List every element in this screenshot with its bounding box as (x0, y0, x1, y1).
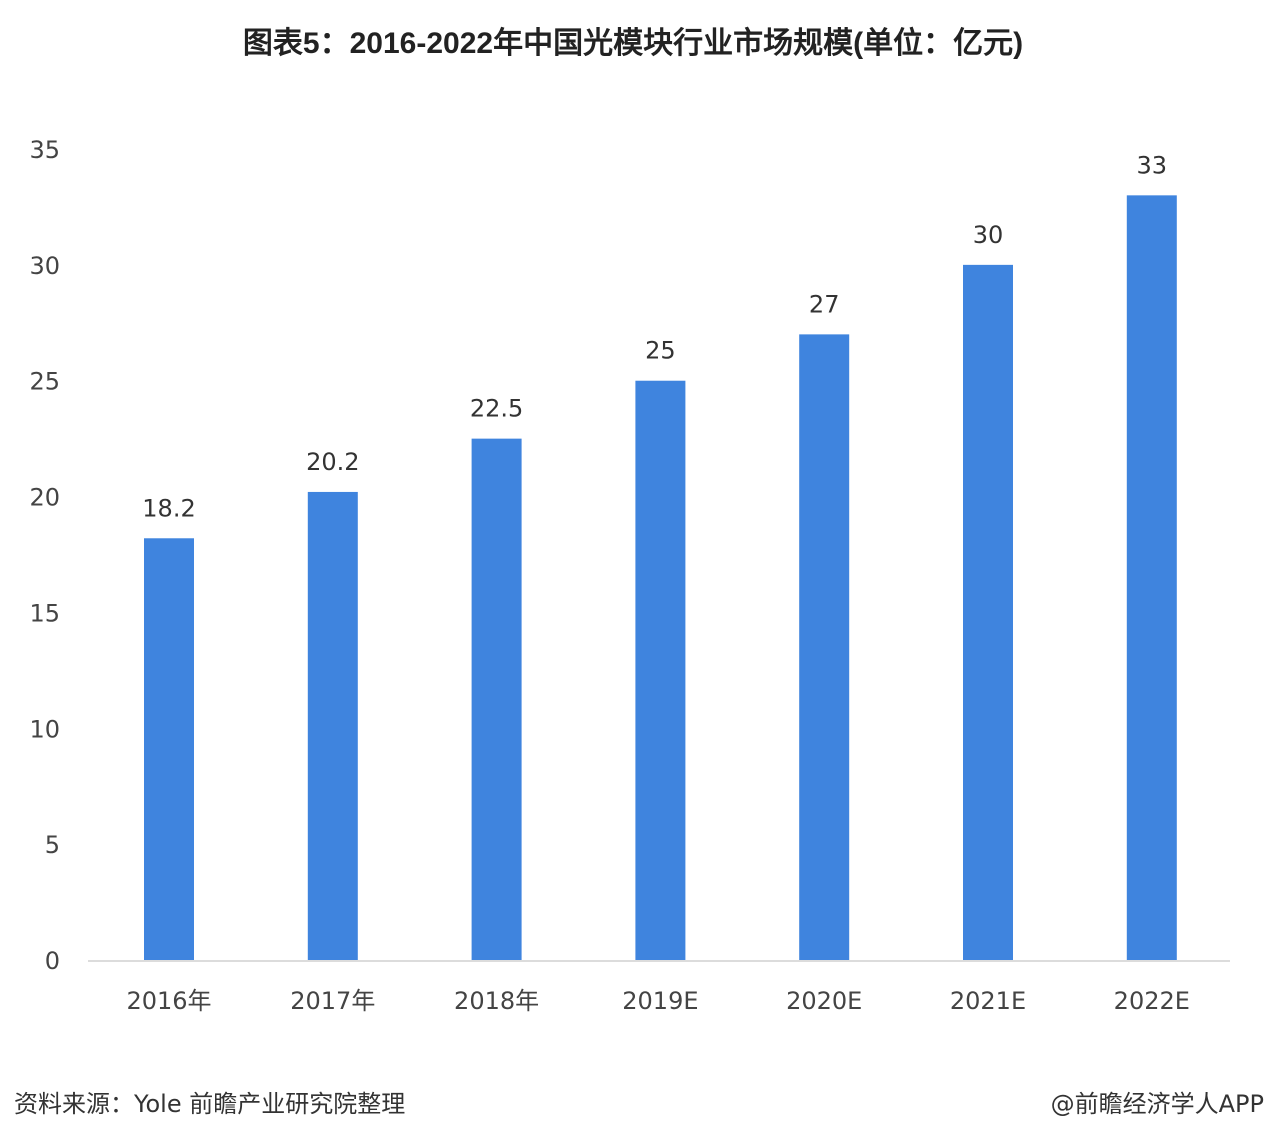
bar (799, 334, 850, 960)
x-tick-label: 2017年 (290, 987, 375, 1015)
y-tick-label: 20 (29, 484, 60, 512)
bar (144, 538, 194, 960)
x-tick-label: 2018年 (454, 987, 539, 1015)
data-label: 27 (809, 290, 840, 318)
data-label: 25 (645, 337, 676, 365)
bar (1126, 195, 1177, 961)
y-tick-label: 15 (29, 599, 60, 627)
bar (471, 438, 522, 961)
y-tick-label: 10 (29, 715, 60, 743)
data-label: 33 (1137, 151, 1168, 179)
credit-note: @前瞻经济学人APP (1050, 1090, 1264, 1118)
chart-title: 图表5：2016-2022年中国光模块行业市场规模(单位：亿元) (242, 27, 1024, 60)
data-label: 22.5 (470, 395, 523, 423)
y-tick-label: 35 (29, 136, 60, 164)
data-label: 18.2 (142, 494, 195, 522)
y-tick-label: 0 (45, 947, 60, 975)
x-tick-label: 2020E (786, 987, 862, 1015)
x-tick-label: 2022E (1114, 987, 1190, 1015)
bar (963, 264, 1013, 960)
y-tick-label: 5 (45, 831, 60, 859)
x-tick-label: 2021E (950, 987, 1026, 1015)
data-label: 20.2 (306, 448, 359, 476)
x-tick-label: 2019E (622, 987, 698, 1015)
data-label: 30 (973, 221, 1004, 249)
y-tick-label: 25 (29, 368, 60, 396)
bar (635, 380, 686, 960)
bar (307, 491, 358, 960)
source-note: 资料来源：Yole 前瞻产业研究院整理 (14, 1090, 406, 1118)
x-tick-label: 2016年 (126, 987, 211, 1015)
y-tick-label: 30 (29, 252, 60, 280)
